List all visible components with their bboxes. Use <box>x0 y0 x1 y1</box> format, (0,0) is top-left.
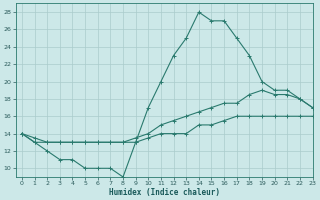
X-axis label: Humidex (Indice chaleur): Humidex (Indice chaleur) <box>108 188 220 197</box>
